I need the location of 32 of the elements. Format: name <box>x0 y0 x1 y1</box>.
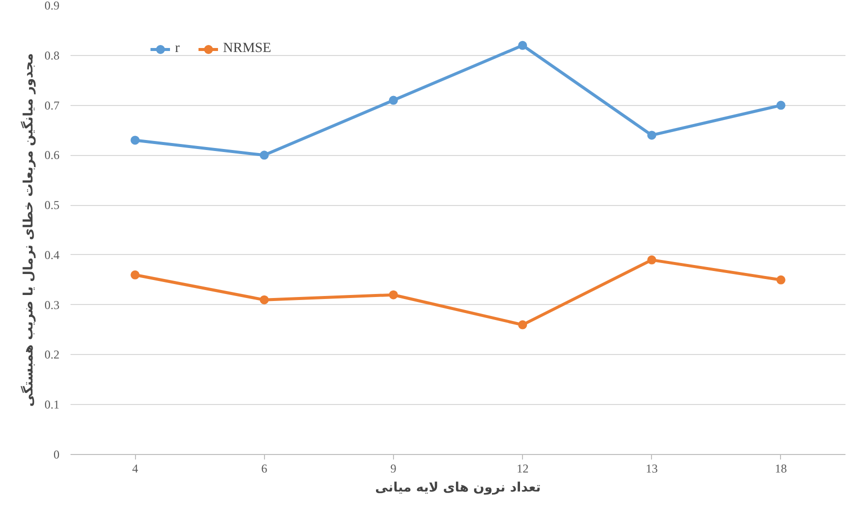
point <box>388 96 398 105</box>
point <box>130 270 140 280</box>
y-tick-label: 0.1 <box>44 398 60 412</box>
point <box>776 100 786 110</box>
point <box>130 136 140 145</box>
point <box>388 290 398 300</box>
y-tick-label: 0.7 <box>44 98 60 112</box>
point <box>260 150 269 160</box>
y-tick-label: 0.3 <box>44 298 60 312</box>
y-axis-title: مجدور میانگین مربعات خطای نرمال یا ضریب همبستگی <box>20 53 36 407</box>
x-tick-label: 9 <box>390 462 396 476</box>
point <box>647 255 656 264</box>
x-tick-label: 18 <box>774 462 787 476</box>
y-tick-label: 0.4 <box>44 248 60 262</box>
point <box>647 130 656 140</box>
y-tick-label: 0.8 <box>44 48 60 62</box>
x-axis-title: تعداد نرون های لایه میانی <box>375 480 541 496</box>
y-tick-label: 0.2 <box>44 348 60 362</box>
point <box>518 40 528 50</box>
point <box>260 295 269 304</box>
legend-label: NRMSE <box>223 41 272 57</box>
y-tick-label: 0 <box>54 448 60 462</box>
legend-label: r <box>175 41 181 57</box>
y-tick-label: 0.5 <box>44 198 60 212</box>
point <box>518 320 528 330</box>
point <box>776 275 786 284</box>
y-tick-label: 0.6 <box>44 148 60 162</box>
x-tick-label: 4 <box>132 462 138 476</box>
x-tick-label: 12 <box>516 462 529 476</box>
x-tick-label: 6 <box>261 462 268 476</box>
y-tick-label: 0.9 <box>44 0 60 12</box>
x-tick-label: 13 <box>646 462 658 476</box>
